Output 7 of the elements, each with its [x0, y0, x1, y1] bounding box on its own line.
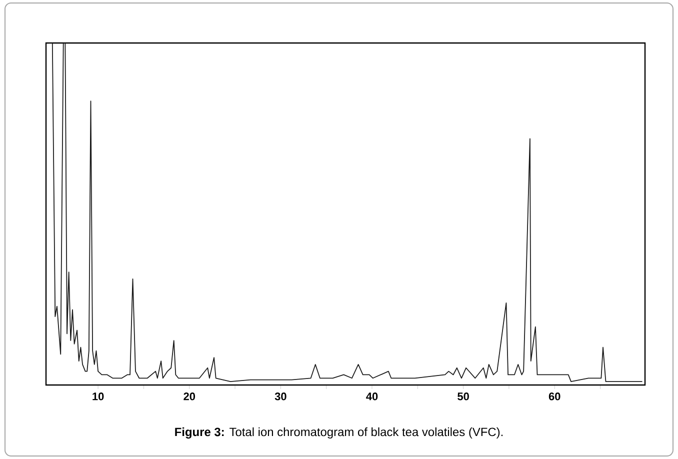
x-tick-label: 10 — [92, 392, 104, 400]
text: Figure 3: Total ion chromatogram of black tea volatiles (VFC). — [175, 427, 503, 439]
x-tick-label: 30 — [274, 392, 286, 400]
x-tick-label: 50 — [458, 392, 469, 400]
x-tick-label: 60 — [548, 392, 560, 400]
x-tick-label: 40 — [366, 392, 378, 400]
x-tick-label: 20 — [184, 392, 196, 400]
